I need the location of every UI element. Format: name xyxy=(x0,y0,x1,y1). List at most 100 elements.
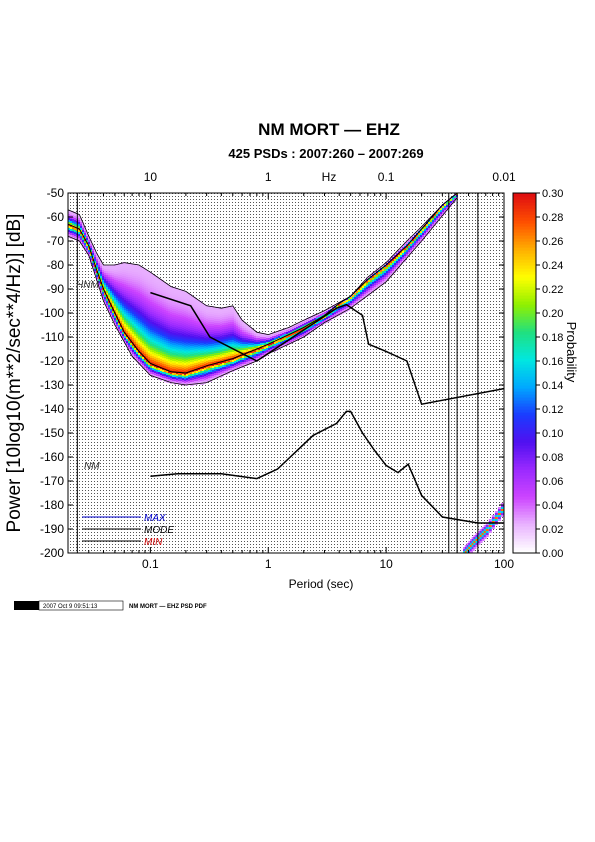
density-cell xyxy=(192,302,194,304)
density-cell xyxy=(166,319,168,321)
density-cell xyxy=(122,302,124,304)
density-cell xyxy=(146,292,148,294)
density-cell xyxy=(218,351,220,353)
y-tick-label: -120 xyxy=(40,354,64,368)
density-cell xyxy=(144,300,146,302)
density-cell xyxy=(90,244,92,246)
density-cell xyxy=(158,304,160,306)
density-cell xyxy=(174,373,176,375)
density-cell xyxy=(200,329,202,331)
density-cell xyxy=(108,309,110,311)
density-cell xyxy=(220,354,222,356)
density-cell xyxy=(234,337,236,339)
density-cell xyxy=(102,290,104,292)
density-cell xyxy=(196,323,198,325)
density-cell xyxy=(236,330,238,332)
density-cell xyxy=(132,348,134,350)
density-cell xyxy=(182,292,184,294)
density-cell xyxy=(348,307,350,309)
density-cell xyxy=(172,311,174,313)
density-cell xyxy=(146,296,148,298)
density-cell xyxy=(114,298,116,300)
density-cell xyxy=(190,380,192,382)
density-cell xyxy=(471,537,475,539)
density-cell xyxy=(114,266,116,268)
density-cell xyxy=(78,216,80,218)
density-cell xyxy=(152,310,154,312)
density-cell xyxy=(180,309,182,311)
density-cell xyxy=(394,257,396,259)
density-cell xyxy=(230,334,232,336)
density-cell xyxy=(224,359,226,361)
density-cell xyxy=(230,326,232,328)
density-cell xyxy=(124,284,126,286)
density-cell xyxy=(164,298,166,300)
density-cell xyxy=(200,383,202,385)
density-cell xyxy=(162,304,164,306)
density-cell xyxy=(162,366,164,368)
density-cell xyxy=(196,305,198,307)
density-cell xyxy=(328,310,330,312)
density-cell xyxy=(130,339,132,341)
density-cell xyxy=(184,373,186,375)
density-cell xyxy=(222,327,224,329)
density-cell xyxy=(208,380,210,382)
density-cell xyxy=(184,301,186,303)
density-cell xyxy=(494,519,498,521)
colorbar-step xyxy=(513,226,536,230)
density-cell xyxy=(126,281,128,283)
density-cell xyxy=(164,292,166,294)
density-cell xyxy=(154,297,156,299)
density-cell xyxy=(208,374,210,376)
density-cell xyxy=(264,353,266,355)
density-cell xyxy=(202,363,204,365)
density-cell xyxy=(402,255,404,257)
density-cell xyxy=(216,325,218,327)
density-cell xyxy=(362,286,364,288)
density-cell xyxy=(176,378,178,380)
density-cell xyxy=(228,328,230,330)
density-cell xyxy=(300,323,302,325)
density-cell xyxy=(126,265,128,267)
density-cell xyxy=(146,310,148,312)
density-cell xyxy=(326,311,328,313)
density-cell xyxy=(124,304,126,306)
density-cell xyxy=(70,215,72,217)
density-cell xyxy=(136,314,138,316)
density-cell xyxy=(288,331,290,333)
density-cell xyxy=(120,303,122,305)
density-cell xyxy=(184,307,186,309)
density-cell xyxy=(176,320,178,322)
density-cell xyxy=(310,320,312,322)
colorbar-step xyxy=(513,478,536,482)
density-cell xyxy=(254,338,256,340)
plot-area xyxy=(67,192,505,554)
density-cell xyxy=(230,342,232,344)
density-cell xyxy=(180,315,182,317)
density-cell xyxy=(212,374,214,376)
density-cell xyxy=(180,291,182,293)
density-cell xyxy=(188,377,190,379)
density-cell xyxy=(208,354,210,356)
density-cell xyxy=(198,328,200,330)
density-cell xyxy=(154,341,156,343)
density-cell xyxy=(284,340,286,342)
density-cell xyxy=(184,371,186,373)
density-cell xyxy=(260,333,262,335)
colorbar-step xyxy=(513,541,536,545)
density-cell xyxy=(120,273,122,275)
density-cell xyxy=(497,511,501,513)
density-cell xyxy=(140,280,142,282)
density-cell xyxy=(140,330,142,332)
density-cell xyxy=(156,306,158,308)
density-cell xyxy=(156,302,158,304)
density-cell xyxy=(220,346,222,348)
density-cell xyxy=(180,323,182,325)
density-cell xyxy=(134,264,136,266)
density-cell xyxy=(140,326,142,328)
density-cell xyxy=(180,329,182,331)
density-cell xyxy=(172,341,174,343)
density-cell xyxy=(114,320,116,322)
density-cell xyxy=(146,360,148,362)
density-cell xyxy=(296,337,298,339)
